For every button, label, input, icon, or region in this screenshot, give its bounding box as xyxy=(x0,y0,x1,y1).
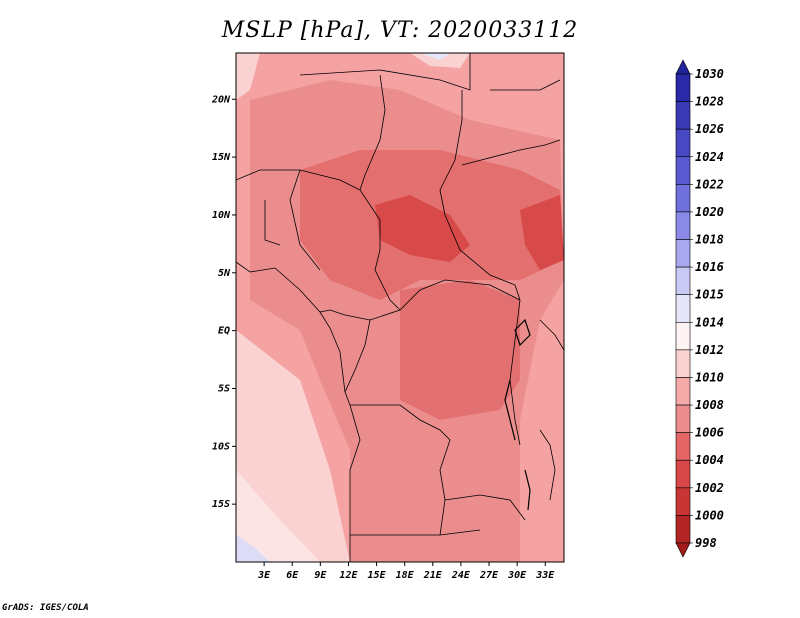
lat-label: 15S xyxy=(212,499,230,510)
colorbar-segment xyxy=(675,156,691,185)
lat-label: EQ xyxy=(218,326,230,337)
colorbar-segment xyxy=(675,294,691,323)
colorbar-segment xyxy=(675,377,691,406)
lakes xyxy=(504,318,531,511)
lat-label: 20N xyxy=(211,94,231,105)
colorbar-label: 1026 xyxy=(695,122,724,136)
colorbar-label: 1030 xyxy=(695,67,724,81)
lon-label: 12E xyxy=(339,570,358,581)
lon-label: 3E xyxy=(257,570,271,581)
colorbar-segment xyxy=(675,266,691,296)
colorbar-top-arrow xyxy=(675,59,691,75)
colorbar-segment xyxy=(675,128,691,158)
latitude-axis: 20N 15N 10N 5N EQ 5S 10S 15S xyxy=(211,94,236,510)
colorbar-segment xyxy=(675,515,691,544)
map-frame xyxy=(235,52,565,563)
colorbar-segment xyxy=(675,321,691,351)
colorbar-segment xyxy=(675,487,691,516)
colorbar-label: 1004 xyxy=(695,453,724,467)
colorbar-label: 1012 xyxy=(695,343,724,357)
lon-label: 9E xyxy=(314,570,327,581)
colorbar-label: 1000 xyxy=(695,508,724,522)
colorbar-label: 1028 xyxy=(695,95,724,109)
lon-label: 15E xyxy=(368,570,387,581)
colorbar-label: 1006 xyxy=(695,426,724,440)
country-borders xyxy=(236,53,564,562)
colorbar-segment xyxy=(675,239,691,268)
grads-credit: GrADS: IGES/COLA xyxy=(2,603,89,613)
lat-label: 15N xyxy=(212,152,231,163)
pressure-field xyxy=(236,53,564,562)
lon-label: 27E xyxy=(479,570,499,581)
colorbar-segment xyxy=(675,184,691,213)
colorbar-label: 1008 xyxy=(695,398,724,412)
colorbar-label: 1014 xyxy=(695,315,724,329)
lon-label: 18E xyxy=(396,570,415,581)
chart-title: MSLP [hPa], VT: 2020033112 xyxy=(221,18,579,43)
colorbar-segment xyxy=(675,404,691,433)
colorbar-label: 1020 xyxy=(695,205,724,219)
colorbar-segment xyxy=(675,211,691,240)
colorbar-segment xyxy=(675,101,691,130)
lat-label: 10N xyxy=(212,210,231,221)
lon-label: 33E xyxy=(535,570,555,581)
colorbar-label: 1010 xyxy=(695,370,724,384)
lat-label: 10S xyxy=(212,441,230,452)
lat-label: 5N xyxy=(218,268,231,279)
lon-label: 6E xyxy=(286,570,299,581)
longitude-axis: 3E 6E 9E 12E 15E 18E 21E 24E 27E 30E 33E xyxy=(257,562,555,581)
colorbar-bottom-arrow xyxy=(675,542,691,558)
colorbar-segment xyxy=(675,73,691,102)
colorbar-label: 1015 xyxy=(695,288,724,302)
lat-label: 5S xyxy=(218,383,230,394)
colorbar-segment xyxy=(675,432,691,461)
colorbar-segment xyxy=(675,459,691,489)
lon-label: 21E xyxy=(423,570,443,581)
colorbar-label: 1002 xyxy=(695,481,724,495)
colorbar-label: 1016 xyxy=(695,260,724,274)
colorbar-label: 998 xyxy=(695,536,717,550)
colorbar-segment xyxy=(675,349,691,378)
lon-label: 30E xyxy=(507,570,527,581)
colorbar-label: 1024 xyxy=(695,150,724,164)
colorbar: 1030 1028 1026 1024 1022 1020 1018 1016 1015 1014… xyxy=(675,59,724,558)
lon-label: 24E xyxy=(451,570,471,581)
colorbar-label: 1022 xyxy=(695,177,724,191)
colorbar-label: 1018 xyxy=(695,233,724,247)
